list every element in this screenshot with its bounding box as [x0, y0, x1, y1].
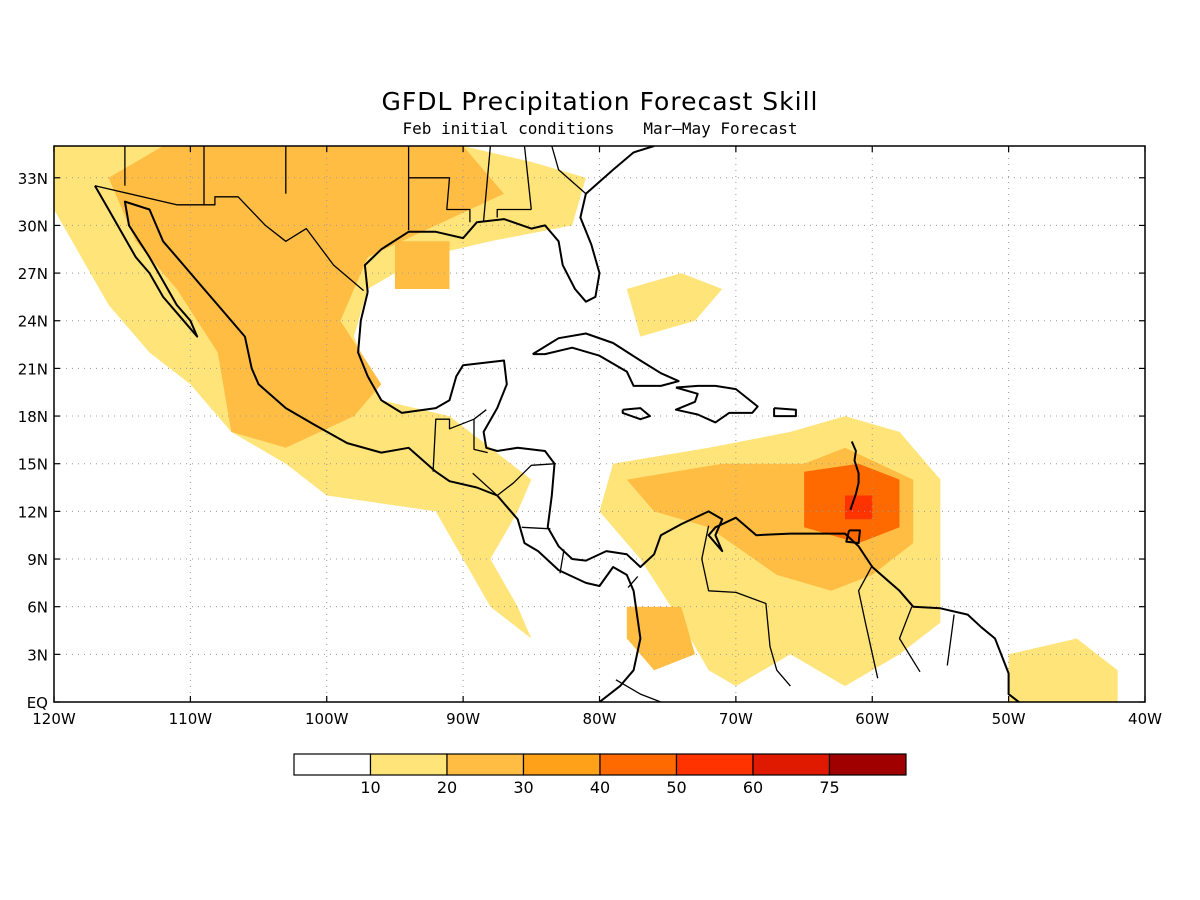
colorbar-swatch-3 [522, 753, 601, 776]
coastline-0 [94, 185, 642, 702]
lat-tick-label: 30N [18, 217, 48, 235]
coastlines [94, 146, 1021, 702]
border-8 [857, 565, 879, 679]
colorbar-label: 60 [743, 778, 763, 797]
lat-tick-label: 27N [18, 265, 48, 283]
lat-tick-label: EQ [27, 694, 48, 712]
lat-tick-label: 24N [18, 313, 48, 331]
colorbar-swatch-6 [752, 753, 831, 776]
border-20 [551, 146, 587, 195]
coastline-2 [363, 146, 655, 303]
border-18 [496, 208, 532, 218]
lon-tick-label: 80W [583, 710, 617, 728]
coastline-6 [773, 407, 797, 418]
skill-region-3 [626, 273, 723, 337]
lat-tick-label: 33N [18, 170, 48, 188]
border-19 [523, 146, 532, 210]
border-16 [408, 177, 471, 223]
map-subtitle: Feb initial conditions Mar–May Forecast [403, 119, 798, 138]
lon-tick-label: 50W [992, 710, 1026, 728]
lat-tick-label: 18N [18, 408, 48, 426]
colorbar-label: 40 [590, 778, 610, 797]
border-17 [482, 146, 492, 221]
border-5 [559, 549, 565, 574]
lat-tick-label: 12N [18, 503, 48, 521]
border-9 [898, 606, 921, 673]
lon-tick-label: 70W [719, 710, 753, 728]
border-4 [521, 526, 551, 530]
lat-tick-label: 6N [27, 599, 48, 617]
lat-tick-label: 3N [27, 646, 48, 664]
coastline-7 [845, 529, 861, 545]
colorbar: 10 20 30 40 50 60 75 [293, 753, 907, 797]
border-3 [472, 463, 556, 497]
lat-tick-label: 21N [18, 360, 48, 378]
axis-ticks: 120W 110W 100W 90W 80W 70W 60W 50W 40W EQ 3N 6N 9N 12… [18, 146, 1162, 728]
lon-tick-label: 40W [1128, 710, 1162, 728]
colorbar-swatch-1 [369, 753, 448, 776]
border-10 [946, 614, 955, 666]
lon-tick-label: 90W [446, 710, 480, 728]
colorbar-label: 20 [437, 778, 457, 797]
colorbar-swatch-2 [446, 753, 525, 776]
colorbar-swatch-7 [828, 753, 907, 776]
lon-tick-label: 60W [855, 710, 889, 728]
colorbar-swatch-0 [293, 753, 372, 776]
coastline-1 [357, 291, 1021, 702]
colorbar-label: 30 [513, 778, 533, 797]
border-7 [701, 525, 791, 687]
skill-region-2 [1008, 638, 1118, 702]
colorbar-label: 10 [360, 778, 380, 797]
lat-tick-label: 15N [18, 456, 48, 474]
border-1 [432, 409, 487, 472]
map-title: GFDL Precipitation Forecast Skill [381, 87, 818, 116]
border-0 [94, 185, 365, 292]
border-11 [615, 679, 663, 702]
skill-region-4 [108, 146, 504, 448]
coastline-8 [849, 441, 860, 511]
border-2 [473, 419, 488, 454]
coastline-3 [532, 332, 680, 387]
lon-tick-label: 110W [169, 710, 213, 728]
skill-region-7 [394, 241, 450, 289]
lat-tick-label: 9N [27, 551, 48, 569]
political-borders [94, 146, 955, 702]
colorbar-label: 50 [666, 778, 686, 797]
lon-tick-label: 120W [32, 710, 76, 728]
skill-region-6 [626, 606, 695, 671]
colorbar-label: 75 [819, 778, 839, 797]
colorbar-swatch-5 [675, 753, 754, 776]
lon-tick-label: 100W [305, 710, 349, 728]
border-6 [627, 576, 639, 589]
coastline-4 [674, 384, 759, 424]
skill-region-9 [845, 495, 873, 520]
colorbar-swatch-4 [599, 753, 678, 776]
coastline-5 [621, 407, 651, 421]
